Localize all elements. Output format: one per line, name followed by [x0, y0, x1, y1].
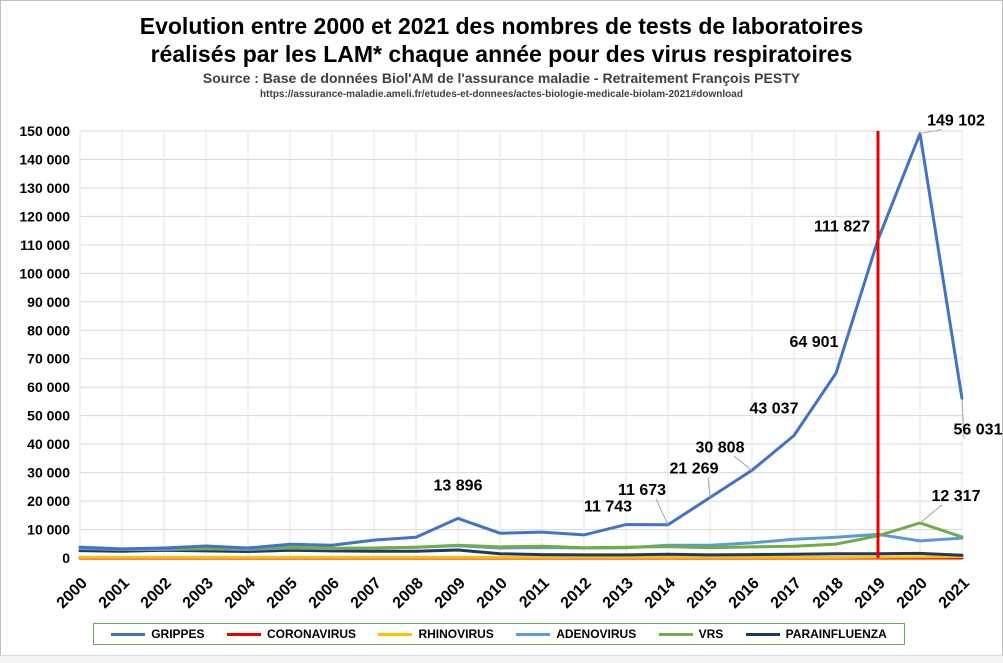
- legend-swatch: [658, 632, 693, 636]
- x-tick-label: 2009: [432, 575, 469, 612]
- x-tick-label: 2015: [684, 575, 721, 612]
- chart-subtitle: Source : Base de données Biol'AM de l'as…: [202, 70, 801, 86]
- series-line-rhinovirus: [78, 555, 964, 559]
- x-tick-label: 2013: [600, 575, 637, 612]
- y-tick-label: 20 000: [27, 493, 70, 509]
- legend-label: RHINOVIRUS: [418, 627, 494, 641]
- x-tick-label: 2021: [936, 575, 973, 612]
- x-tick-label: 2006: [306, 575, 343, 612]
- y-tick-label: 100 000: [19, 265, 70, 281]
- x-tick-label: 2002: [138, 575, 175, 612]
- x-tick-label: 2010: [474, 575, 511, 612]
- data-label: 56 031: [954, 421, 1003, 438]
- data-label: 43 037: [750, 400, 799, 417]
- label-leader-line: [733, 455, 753, 471]
- label-leader-line: [961, 398, 965, 439]
- y-tick-label: 80 000: [27, 322, 70, 338]
- y-tick-label: 30 000: [27, 465, 70, 481]
- legend-swatch: [226, 632, 261, 636]
- y-tick-label: 140 000: [19, 151, 70, 167]
- data-label: 64 901: [790, 334, 839, 351]
- x-tick-label: 2005: [264, 575, 301, 612]
- label-leader-line: [919, 504, 943, 524]
- legend-label: CORONAVIRUS: [266, 627, 357, 641]
- x-tick-label: 2007: [348, 575, 385, 612]
- y-tick-label: 10 000: [27, 522, 70, 538]
- legend-item-parainfluenza: PARAINFLUENZA: [745, 627, 887, 641]
- data-label: 30 808: [696, 439, 745, 456]
- x-tick-label: 2001: [96, 575, 133, 612]
- legend: GRIPPES CORONAVIRUS RHINOVIRUS ADENOVIRUS VR…: [93, 623, 905, 645]
- x-axis-ticks: 2000 2001 2002 2003 2004 2005 2006 2007 2008 2009…: [54, 575, 973, 612]
- source-url: https://assurance-maladie.ameli.fr/etude…: [260, 89, 743, 100]
- chart-title: Evolution entre 2000 et 2021 des nombres…: [0, 12, 1003, 68]
- legend-item-adenovirus: ADENOVIRUS: [516, 627, 636, 641]
- x-tick-label: 2017: [768, 575, 805, 612]
- data-label: 149 102: [927, 113, 985, 130]
- x-tick-label: 2014: [642, 575, 679, 612]
- legend-item-vrs: VRS: [658, 627, 724, 641]
- data-label: 21 269: [670, 460, 719, 477]
- data-label: 111 827: [814, 219, 870, 236]
- x-tick-label: 2000: [54, 575, 91, 612]
- legend-swatch: [516, 632, 551, 636]
- chart-title-line-1: Evolution entre 2000 et 2021 des nombres…: [139, 13, 864, 39]
- label-leader-line: [707, 477, 711, 498]
- series-line-vrs: [78, 521, 964, 551]
- y-tick-label: 90 000: [27, 294, 70, 310]
- x-tick-label: 2020: [894, 575, 931, 612]
- legend-label: PARAINFLUENZA: [785, 627, 887, 641]
- y-axis-ticks: 0 10 000 20 000 30 000 40 000 50 000 60 000 70 …: [19, 123, 70, 566]
- legend-swatch: [111, 632, 146, 636]
- legend-label: VRS: [698, 627, 724, 641]
- window-bottom-strip: [0, 655, 1003, 663]
- x-tick-label: 2004: [222, 575, 259, 612]
- y-tick-label: 110 000: [20, 237, 70, 253]
- x-tick-label: 2003: [180, 575, 217, 612]
- label-leader-line: [919, 129, 943, 135]
- chart-title-line-2: réalisés par les LAM* chaque année pour …: [150, 41, 853, 67]
- y-tick-label: 40 000: [27, 436, 70, 452]
- data-label: 13 896: [434, 477, 483, 494]
- y-tick-label: 50 000: [27, 408, 70, 424]
- series-line-grippes: [78, 132, 964, 551]
- x-tick-label: 2012: [558, 575, 595, 612]
- series-lines: [78, 132, 964, 560]
- x-tick-label: 2019: [852, 575, 889, 612]
- legend-label: ADENOVIRUS: [556, 627, 637, 641]
- legend-label: GRIPPES: [151, 627, 205, 641]
- y-tick-label: 120 000: [19, 208, 70, 224]
- x-tick-label: 2016: [726, 575, 763, 612]
- y-tick-label: 150 000: [19, 123, 70, 139]
- x-tick-label: 2011: [516, 575, 553, 612]
- legend-item-grippes: GRIPPES: [111, 627, 205, 641]
- label-leader-line: [655, 498, 669, 525]
- legend-swatch: [378, 632, 413, 636]
- data-label: 11 743: [584, 499, 632, 516]
- y-tick-label: 70 000: [27, 351, 70, 367]
- y-tick-label: 0: [62, 550, 70, 566]
- series-line-parainfluenza: [78, 548, 964, 557]
- x-tick-label: 2018: [810, 575, 847, 612]
- data-label: 12 317: [932, 488, 981, 505]
- legend-item-rhinovirus: RHINOVIRUS: [378, 627, 494, 641]
- legend-swatch: [745, 632, 780, 636]
- y-tick-label: 130 000: [19, 180, 70, 196]
- legend-item-coronavirus: CORONAVIRUS: [226, 627, 357, 641]
- data-label: 11 673: [618, 482, 666, 499]
- y-tick-label: 60 000: [27, 379, 70, 395]
- x-tick-label: 2008: [390, 575, 427, 612]
